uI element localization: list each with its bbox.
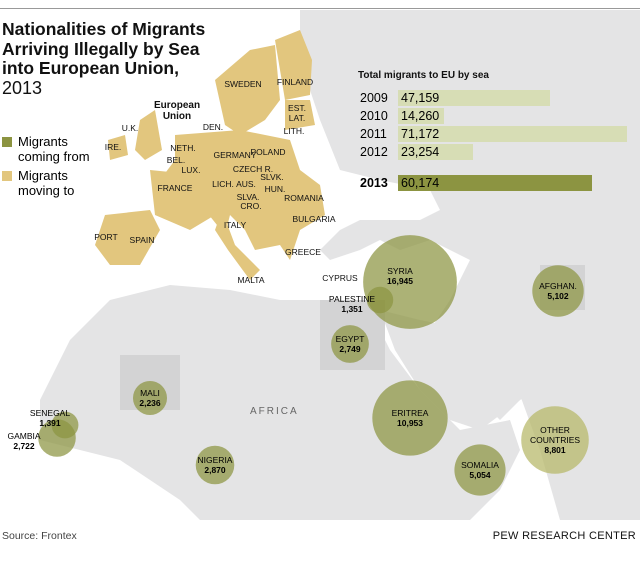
totals-year: 2009	[360, 91, 388, 105]
totals-year: 2011	[360, 127, 387, 141]
destination-label: FRANCE	[157, 183, 193, 193]
totals-row: 2013 60,174	[360, 175, 592, 191]
destination-label: PORT	[94, 232, 118, 242]
origin-label: SOMALIA 5,054	[461, 460, 499, 480]
totals-row: 2012 23,254	[360, 144, 473, 160]
destination-label: ROMANIA	[284, 193, 324, 203]
destination-label: BEL.	[166, 155, 186, 165]
destination-label: DEN.	[202, 122, 224, 132]
source-note: Source: Frontex	[2, 530, 77, 542]
land-africa	[40, 285, 520, 520]
destination-label: CYPRUS	[322, 273, 358, 283]
africa-label: AFRICA	[250, 406, 299, 417]
destination-label: GERMANY	[213, 150, 257, 160]
destination-label: AUS.	[236, 179, 256, 189]
legend-label: Migrants moving to	[18, 168, 75, 198]
destination-label: NETH.	[170, 143, 196, 153]
destination-label: EST.	[288, 103, 306, 113]
destination-label: SLVA.	[236, 192, 260, 202]
chart-title: Nationalities of Migrants Arriving Illeg…	[2, 19, 206, 78]
origin-circle-afghan-	[532, 265, 584, 317]
origin-label: SENEGAL 1,391	[29, 408, 71, 428]
top-rule	[0, 8, 640, 9]
destination-label: LAT.	[288, 113, 306, 123]
origin-circle-mali	[132, 380, 168, 416]
eu-label: European Union	[153, 100, 201, 122]
origin-circle-nigeria	[195, 445, 235, 485]
origin-circle-gambia	[38, 419, 76, 457]
legend-label: Migrants coming from	[18, 134, 90, 164]
destination-label: CZECH R.	[232, 164, 274, 174]
origin-label: MALI 2,236	[139, 388, 161, 408]
destination-label: FINLAND	[276, 77, 314, 87]
totals-bar: 60,174	[398, 175, 592, 191]
destination-label: U.K.	[121, 123, 139, 133]
legend-coming-from: Migrants coming from	[2, 134, 108, 164]
origin-label: GAMBIA 2,722	[7, 431, 41, 451]
totals-year: 2010	[360, 109, 388, 123]
totals-bar: 23,254	[398, 144, 473, 160]
destination-label: LUX.	[181, 165, 201, 175]
land-asia	[300, 10, 640, 420]
destination-label: ITALY	[223, 220, 247, 230]
origin-circle-somalia	[454, 444, 506, 496]
totals-year: 2012	[360, 145, 388, 159]
legend-swatch-olive	[2, 137, 12, 147]
destination-label: CRO.	[240, 201, 262, 211]
origin-circle-palestine	[366, 286, 394, 314]
destination-label: POLAND	[250, 147, 286, 157]
destination-label: BULGARIA	[292, 214, 336, 224]
totals-row: 2011 71,172	[360, 126, 627, 142]
totals-year: 2013	[360, 176, 388, 190]
chart-year: 2013	[2, 78, 43, 98]
origin-label: PALESTINE 1,351	[328, 294, 376, 314]
credit: PEW RESEARCH CENTER	[492, 530, 636, 542]
destination-label: IRE.	[104, 142, 122, 152]
totals-title: Total migrants to EU by sea	[358, 70, 489, 81]
origin-label: AFGHAN. 5,102	[539, 281, 577, 301]
totals-bar: 14,260	[398, 108, 444, 124]
destination-label: LITH.	[283, 126, 305, 136]
land-arabia	[380, 310, 520, 430]
origin-circle-eritrea	[372, 380, 448, 456]
totals-row: 2009 47,159	[360, 90, 550, 106]
destination-label: LICH.	[212, 179, 234, 189]
eu-countries	[95, 30, 325, 280]
destination-label: SLVK.	[260, 172, 284, 182]
totals-bar: 71,172	[398, 126, 627, 142]
destination-label: SWEDEN	[224, 79, 262, 89]
legend-moving-to: Migrants moving to	[2, 168, 98, 198]
origin-label: NIGERIA 2,870	[197, 455, 233, 475]
totals-row: 2010 14,260	[360, 108, 444, 124]
origin-label: ERITREA 10,953	[391, 408, 429, 428]
destination-label: HUN.	[264, 184, 286, 194]
destination-label: MALTA	[237, 275, 265, 285]
origin-circle-egypt	[331, 325, 369, 363]
origin-label: SYRIA 16,945	[387, 266, 413, 286]
origin-circle-other-countries	[521, 406, 589, 474]
destination-label: SPAIN	[129, 235, 155, 245]
legend-swatch-tan	[2, 171, 12, 181]
origin-label: OTHER COUNTRIES 8,801	[530, 425, 581, 455]
totals-bar: 47,159	[398, 90, 550, 106]
destination-label: GREECE	[285, 247, 321, 257]
origin-label: EGYPT 2,749	[335, 334, 365, 354]
